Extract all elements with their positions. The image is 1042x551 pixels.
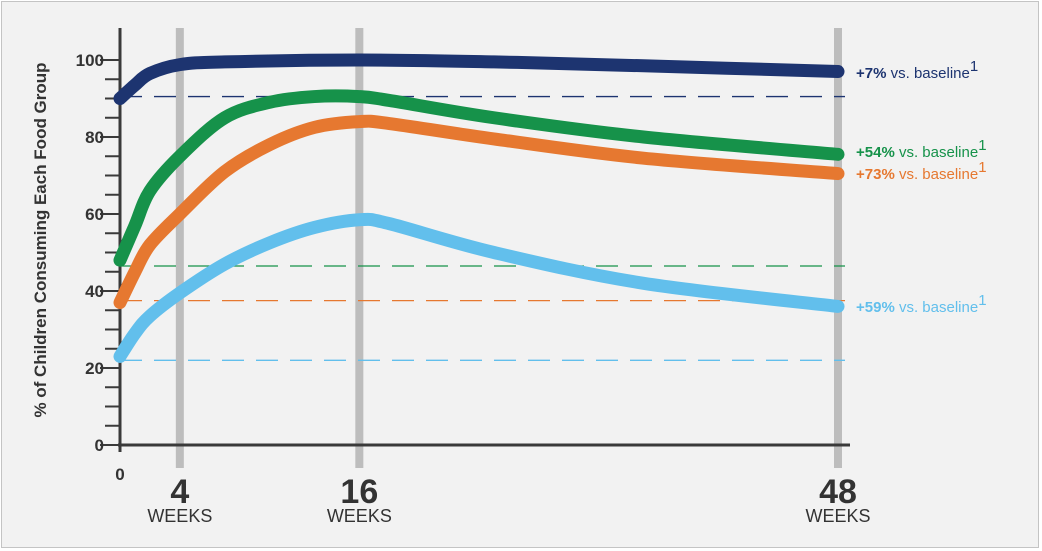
y-tick-label: 100 [76,51,104,70]
y-tick-label: 0 [95,436,104,455]
annotation-percent: +73% [856,166,895,183]
annotation-percent: +7% [856,65,886,82]
y-tick-label: 40 [85,282,104,301]
series-line [113,212,845,363]
x-tick-unit: WEEKS [147,506,212,526]
annotation-text: vs. baseline [895,144,978,161]
series-line [113,53,845,105]
y-tick-label: 60 [85,205,104,224]
annotation-text: vs. baseline [886,65,969,82]
series-line [113,114,845,310]
x-tick-unit: WEEKS [327,506,392,526]
annotation-percent: +59% [856,299,895,316]
series-line [113,89,845,267]
series-annotation: +54% vs. baseline1 [856,137,987,161]
series-annotation: +7% vs. baseline1 [856,58,978,82]
series-annotation: +73% vs. baseline1 [856,159,987,183]
annotation-footnote: 1 [978,137,986,154]
x-tick-number: 4 [170,473,189,511]
series-annotation: +59% vs. baseline1 [856,292,987,316]
annotation-footnote: 1 [978,292,986,309]
y-axis-label: % of Children Consuming Each Food Group [31,62,50,417]
x-tick-number: 16 [340,473,378,511]
x-tick-unit: WEEKS [805,506,870,526]
annotation-footnote: 1 [970,58,978,75]
y-tick-label: 80 [85,128,104,147]
annotation-text: vs. baseline [895,166,978,183]
annotation-footnote: 1 [978,159,986,176]
annotation-text: vs. baseline [895,299,978,316]
x-tick-label-zero: 0 [115,465,124,484]
x-tick-number: 48 [819,473,857,511]
annotation-percent: +54% [856,144,895,161]
y-tick-label: 20 [85,359,104,378]
